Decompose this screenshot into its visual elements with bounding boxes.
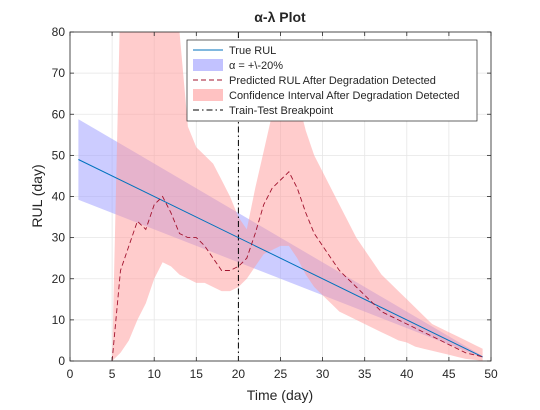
x-tick-label: 20 [232,367,246,381]
x-tick-label: 5 [109,367,116,381]
legend-item: Confidence Interval After Degradation De… [193,89,460,102]
series-true-rul [78,159,483,358]
series-predicted-rul-after-degradation-detected [111,171,483,361]
legend-label: Train-Test Breakpoint [229,105,333,117]
legend-label: α = +\-20% [229,60,283,72]
tick-labels: 0 5 10 15 20 25 30 35 40 45 50 0 10 20 30 40 50 60 70 80 [52,25,498,381]
y-tick-label: 60 [52,107,66,121]
x-tick-label: 35 [358,367,372,381]
x-tick-label: 0 [67,367,74,381]
legend-label: Confidence Interval After Degradation De… [229,90,460,102]
y-tick-label: 30 [52,231,66,245]
x-tick-label: 15 [190,367,204,381]
legend: True RUL α = +\-20% Predicted RUL After De… [186,39,478,122]
y-tick-label: 40 [52,190,66,204]
x-tick-label: 30 [316,367,330,381]
legend-item: Train-Test Breakpoint [193,105,333,117]
x-axis-label: Time (day) [247,387,313,403]
y-tick-label: 10 [52,313,66,327]
x-tick-label: 40 [400,367,414,381]
series-layer [78,32,483,361]
y-tick-label: 20 [52,272,66,286]
y-tick-label: 80 [52,25,66,39]
legend-swatch-20 [193,59,223,71]
x-tick-label: 10 [148,367,162,381]
x-tick-label: 25 [274,367,288,381]
y-tick-label: 0 [58,354,65,368]
y-axis-label: RUL (day) [29,164,45,227]
band-confidence-interval-after-degradation-detected [112,32,483,361]
x-tick-label: 45 [442,367,456,381]
y-tick-label: 70 [52,66,66,80]
legend-item: α = +\-20% [193,59,283,72]
y-tick-label: 50 [52,148,66,162]
axes [69,31,492,362]
x-tick-label: 50 [484,367,498,381]
legend-swatch-confidence-interval-after-degradation-detected [193,89,223,101]
legend-box [186,39,478,122]
chart-title: α-λ Plot [254,9,306,25]
legend-item: True RUL [193,45,276,57]
legend-label: Predicted RUL After Degradation Detected [229,75,436,87]
legend-label: True RUL [229,45,276,57]
legend-item: Predicted RUL After Degradation Detected [193,75,436,87]
